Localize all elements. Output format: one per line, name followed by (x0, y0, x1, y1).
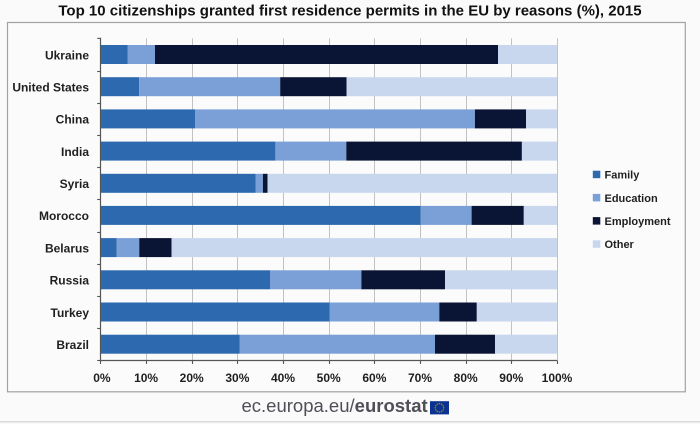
svg-text:Morocco: Morocco (39, 209, 89, 223)
svg-text:Other: Other (605, 239, 635, 251)
svg-text:Family: Family (605, 170, 641, 182)
svg-text:Top 10 citizenships granted fi: Top 10 citizenships granted first reside… (58, 2, 641, 19)
svg-text:China: China (56, 113, 90, 127)
svg-text:Belarus: Belarus (45, 241, 89, 255)
svg-text:Russia: Russia (50, 274, 90, 288)
svg-text:80%: 80% (454, 371, 478, 385)
svg-text:30%: 30% (225, 371, 249, 385)
svg-text:United States: United States (12, 81, 89, 95)
svg-text:70%: 70% (408, 371, 432, 385)
svg-text:Employment: Employment (605, 216, 671, 228)
svg-text:Syria: Syria (60, 177, 90, 191)
svg-text:India: India (61, 145, 89, 159)
svg-text:Turkey: Turkey (51, 306, 90, 320)
svg-text:Brazil: Brazil (56, 338, 89, 352)
svg-text:10%: 10% (134, 371, 158, 385)
svg-text:60%: 60% (362, 371, 386, 385)
svg-text:Education: Education (605, 193, 658, 205)
svg-text:40%: 40% (271, 371, 295, 385)
svg-text:0%: 0% (93, 371, 111, 385)
svg-text:Ukraine: Ukraine (45, 48, 89, 62)
svg-text:50%: 50% (317, 371, 341, 385)
svg-text:100%: 100% (542, 371, 573, 385)
svg-text:20%: 20% (180, 371, 204, 385)
svg-text:90%: 90% (499, 371, 523, 385)
svg-text:ec.europa.eu/eurostat: ec.europa.eu/eurostat (242, 395, 428, 416)
